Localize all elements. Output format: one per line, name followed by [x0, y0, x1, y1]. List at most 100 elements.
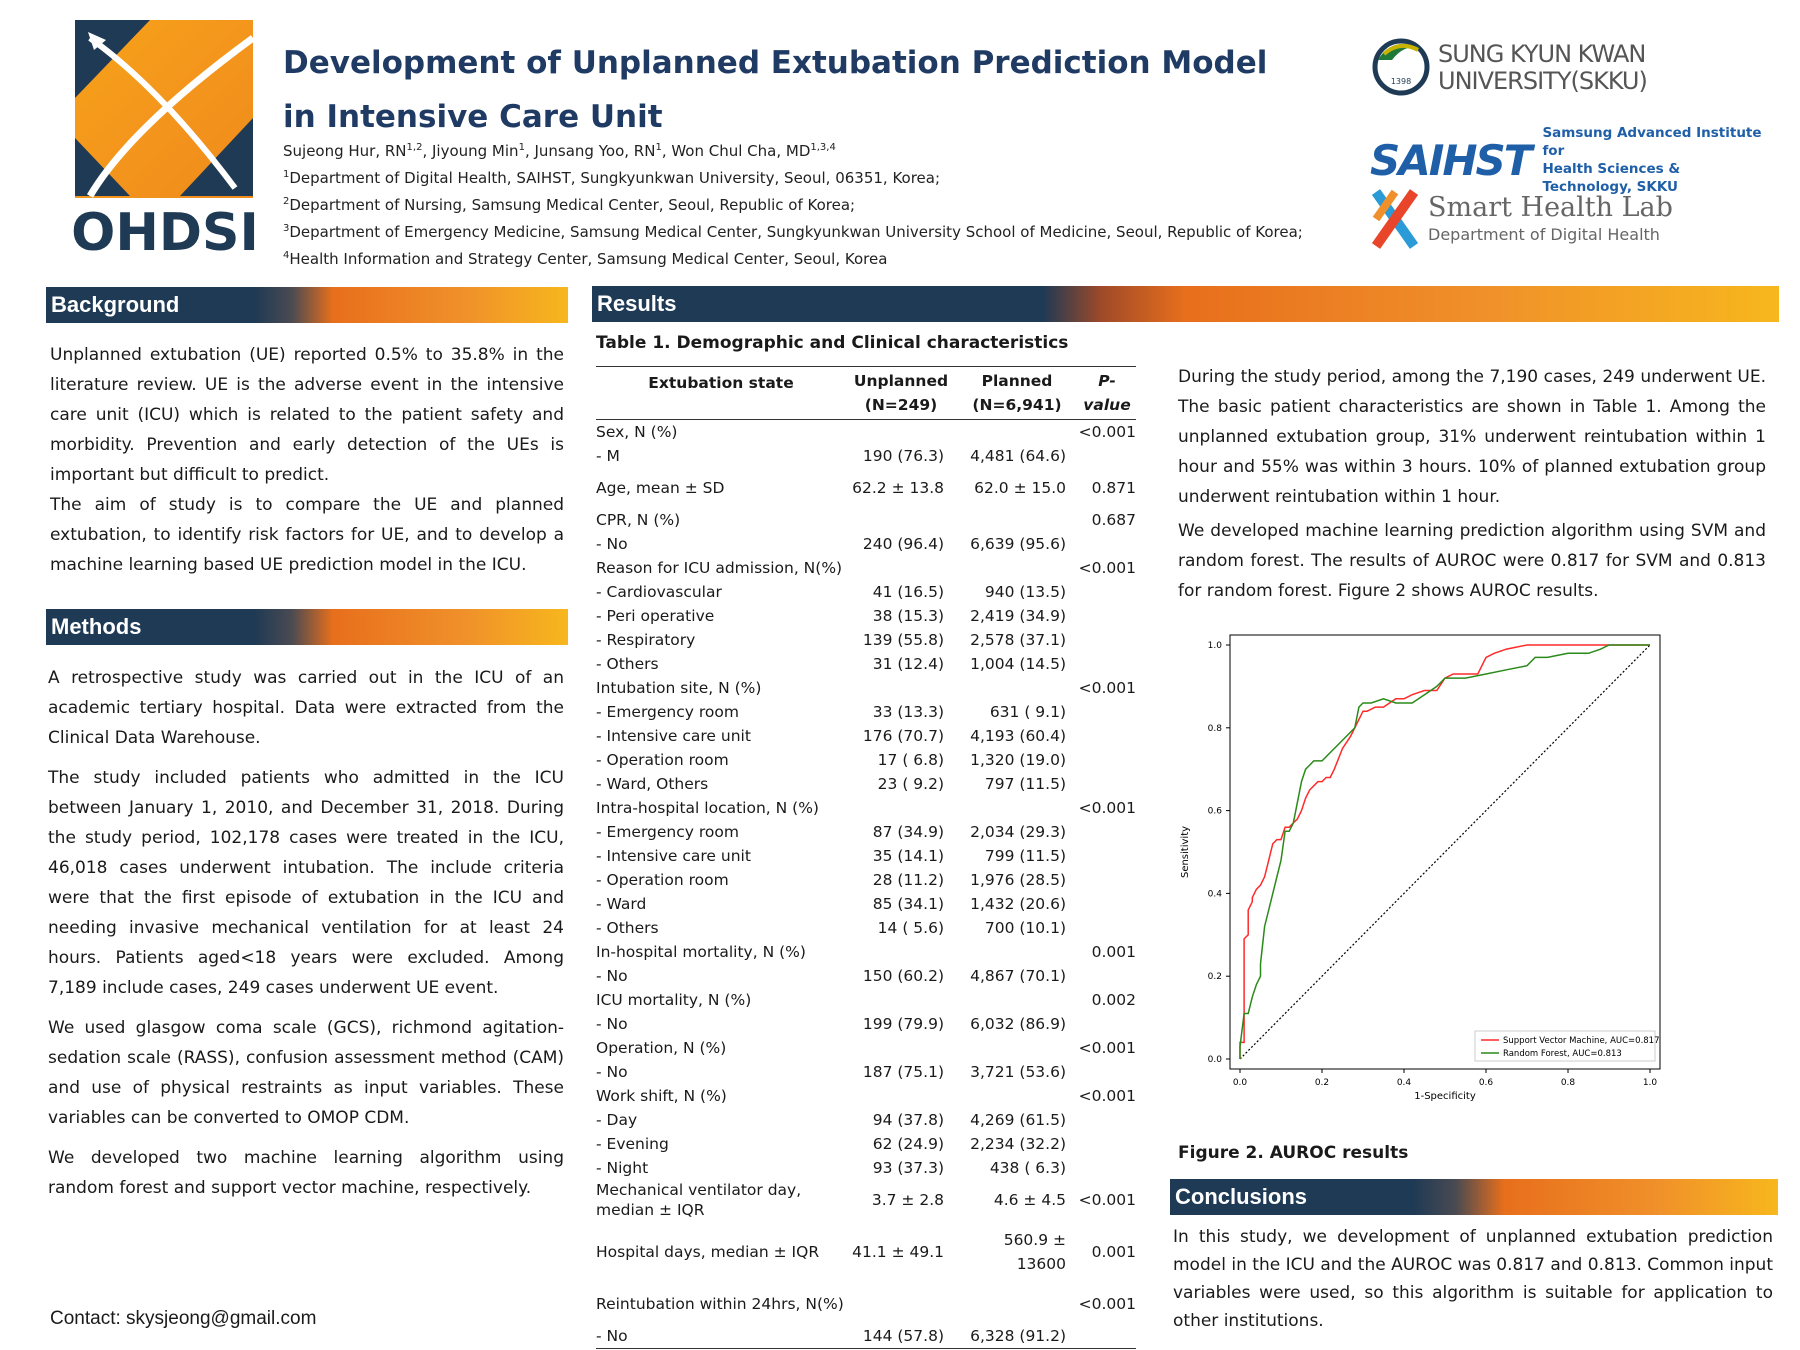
table-cell [846, 1084, 956, 1108]
table-cell [1078, 892, 1136, 916]
table-cell: 187 (75.1) [862, 1063, 944, 1081]
table-cell [1078, 844, 1136, 868]
table-cell: <0.001 [1078, 1039, 1136, 1057]
table-cell: - Ward [596, 895, 647, 913]
table-cell [956, 1084, 1078, 1108]
table-cell: 6,032 (86.9) [970, 1015, 1066, 1033]
ohdsi-logo: OHDSI [70, 18, 260, 263]
table-cell [956, 420, 1078, 445]
table-cell: 38 (15.3) [872, 607, 944, 625]
table-cell [846, 1284, 956, 1324]
table-cell: 799 (11.5) [984, 847, 1066, 865]
methods-paragraph: A retrospective study was carried out in… [48, 668, 564, 748]
legend-label: Support Vector Machine, AUC=0.817 [1503, 1036, 1660, 1046]
smart-health-lab-logo: Smart Health Lab Department of Digital H… [1370, 186, 1673, 252]
table-cell: 41.1 ± 49.1 [852, 1243, 944, 1261]
table-cell [956, 796, 1078, 820]
table-cell: Intra-hospital location, N (%) [596, 799, 819, 817]
conclusions-paragraph: In this study, we development of unplann… [1173, 1227, 1773, 1331]
table-cell: - Intensive care unit [596, 847, 751, 865]
table-cell [956, 1284, 1078, 1324]
table-cell: 199 (79.9) [862, 1015, 944, 1033]
table-cell: <0.001 [1078, 799, 1136, 817]
results-paragraph: During the study period, among the 7,190… [1178, 367, 1766, 507]
table-cell [1078, 916, 1136, 940]
plot-frame [1229, 634, 1661, 1070]
table-cell: <0.001 [1078, 559, 1136, 577]
author-name: Sujeong Hur, RN [283, 142, 407, 160]
table-cell [956, 468, 1078, 476]
table-cell: 6,328 (91.2) [956, 1324, 1078, 1349]
table-cell: 560.9 ± 13600 [1003, 1231, 1066, 1273]
table-cell [1078, 1108, 1136, 1132]
table-cell [1078, 772, 1136, 796]
table-row: - Intensive care unit 176 (70.7) 4,193 (60… [596, 724, 1136, 748]
table-row: In-hospital mortality, N (%) 0.001 [596, 940, 1136, 964]
affiliation: 3Department of Emergency Medicine, Samsu… [283, 223, 1303, 241]
table-spacer-row [596, 500, 1136, 508]
skku-name-line1: SUNG KYUN KWAN [1438, 40, 1646, 68]
table-cell: 94 (37.8) [872, 1111, 944, 1129]
table-cell: - Cardiovascular [596, 583, 722, 601]
table-cell [1078, 1156, 1136, 1180]
x-tick-label: 1.0 [1643, 1078, 1658, 1088]
table-cell: 1,432 (20.6) [970, 895, 1066, 913]
table-cell [846, 1276, 956, 1284]
table-cell: - Operation room [596, 751, 729, 769]
table-cell: 2,234 (32.2) [970, 1135, 1066, 1153]
saihst-logo: SAIHST Samsung Advanced Institute for He… [1370, 124, 1770, 196]
table-cell [956, 1276, 1078, 1284]
table-cell: - No [596, 1015, 628, 1033]
x-tick-label: 0.8 [1561, 1078, 1576, 1088]
table-cell: 139 (55.8) [862, 631, 944, 649]
table-cell: 35 (14.1) [872, 847, 944, 865]
table-cell: - Night [596, 1159, 649, 1177]
saihst-line2: Health Sciences & Technology, SKKU [1542, 161, 1681, 195]
table-cell [846, 1220, 956, 1228]
table-cell [956, 500, 1078, 508]
table-cell: 62 (24.9) [872, 1135, 944, 1153]
table-cell [956, 508, 1078, 532]
table-cell [1078, 820, 1136, 844]
table-row: - Others 14 ( 5.6) 700 (10.1) [596, 916, 1136, 940]
table-cell: Reintubation within 24hrs, N(%) [596, 1295, 844, 1313]
table-cell: 797 (11.5) [984, 775, 1066, 793]
table-header-row: Extubation state Unplanned (N=249) Plann… [596, 366, 1136, 420]
table-cell [956, 940, 1078, 964]
table-cell: 1,004 (14.5) [970, 655, 1066, 673]
y-tick-label: 0.2 [1208, 972, 1222, 982]
table-cell: - No [596, 535, 628, 553]
contact-email: Contact: skysjeong@gmail.com [50, 1308, 317, 1329]
table-cell [1078, 532, 1136, 556]
shl-department: Department of Digital Health [1428, 225, 1660, 244]
saihst-line1: Samsung Advanced Institute for [1542, 125, 1762, 159]
table-row: - Ward, Others 23 ( 9.2) 797 (11.5) [596, 772, 1136, 796]
title-line-1: Development of Unplanned Extubation Pred… [283, 45, 1268, 81]
table-cell: ICU mortality, N (%) [596, 991, 752, 1009]
legend-box [1474, 1030, 1656, 1062]
table-cell [1078, 700, 1136, 724]
table-row: - No 240 (96.4) 6,639 (95.6) [596, 532, 1136, 556]
table-cell: 14 ( 5.6) [877, 919, 944, 937]
table-cell: - No [596, 1324, 846, 1349]
table-header-cell: Extubation state [596, 366, 846, 420]
table-cell: - Day [596, 1111, 638, 1129]
table-row: - Evening 62 (24.9) 2,234 (32.2) [596, 1132, 1136, 1156]
table-cell: CPR, N (%) [596, 511, 681, 529]
table-cell: <0.001 [1078, 423, 1136, 441]
table-row: - Operation room 28 (11.2) 1,976 (28.5) [596, 868, 1136, 892]
institution-logos: 1398 SUNG KYUN KWAN UNIVERSITY(SKKU) SAI… [1370, 34, 1770, 254]
table-row: Age, mean ± SD 62.2 ± 13.8 62.0 ± 15.0 0.87… [596, 476, 1136, 500]
table-cell: 85 (34.1) [872, 895, 944, 913]
table-cell: Sex, N (%) [596, 423, 678, 441]
table-cell: <0.001 [1078, 679, 1136, 697]
table-cell [1078, 652, 1136, 676]
methods-paragraph: We used glasgow coma scale (GCS), richmo… [48, 1018, 564, 1128]
methods-paragraph: The study included patients who admitted… [48, 768, 564, 998]
table-cell: 4.6 ± 4.5 [993, 1191, 1066, 1209]
table-cell: 1,976 (28.5) [970, 871, 1066, 889]
table-cell: 1,320 (19.0) [970, 751, 1066, 769]
table-cell: 438 ( 6.3) [989, 1159, 1066, 1177]
table-cell: - Respiratory [596, 631, 696, 649]
auroc-chart-svg: 0.0 0.0 0.2 0.2 0.4 0.4 0.6 0.6 0.8 0.8 1.0 1.0 1-Sp… [1180, 634, 1661, 1102]
